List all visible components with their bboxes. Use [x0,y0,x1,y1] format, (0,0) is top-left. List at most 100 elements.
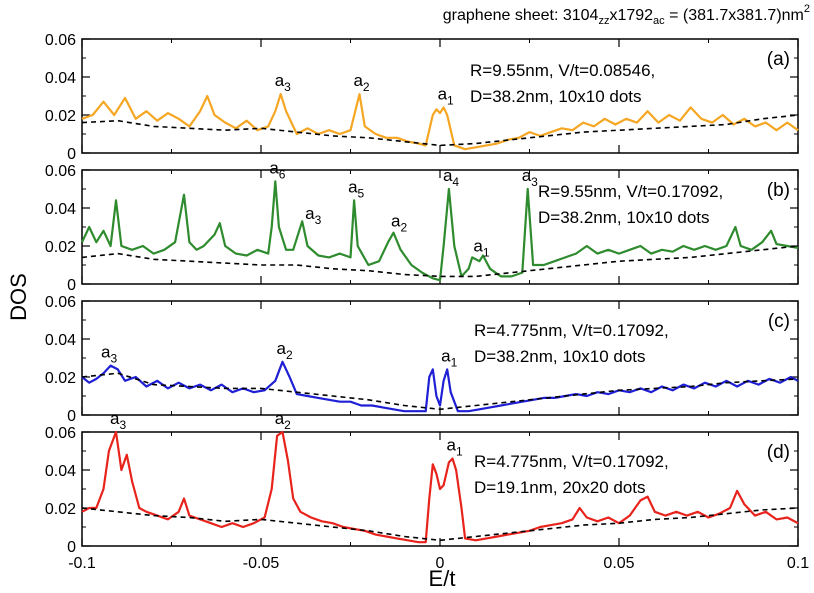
dos-line [81,180,799,282]
header-suffix: = (381.7x381.7)nm [665,7,804,24]
reference-dos-line [81,114,799,147]
y-tick-label: 0.04 [45,463,76,480]
dos-line [81,430,799,544]
params-line: R=4.775nm, V/t=0.17092, [474,321,669,340]
peak-label-base: a [473,236,483,255]
header-sup: 2 [804,3,810,15]
peak-label-base: a [275,409,285,428]
x-tick-label: -0.05 [243,555,280,572]
header-title: graphene sheet: 3104zzx1792ac = (381.7x3… [443,3,810,27]
peak-label-sub: 6 [279,167,286,181]
header-mid: x1792 [609,7,653,24]
y-tick-label: 0.02 [45,239,76,256]
peak-label-sub: 3 [315,213,322,227]
y-tick-label: 0 [67,277,76,294]
peak-label-base: a [443,166,453,185]
y-tick-label: 0.06 [45,32,76,49]
params-line: R=9.55nm, V/t=0.17092, [538,182,723,201]
y-axis-label: DOS [6,273,31,321]
peak-label: a2 [353,71,369,94]
peak-label-sub: 1 [456,445,463,459]
y-tick-label: 0.04 [45,201,76,218]
peak-label: a1 [441,346,457,369]
header-sub-ac: ac [653,15,665,27]
peak-label-base: a [101,343,111,362]
y-tick-label: 0.04 [45,70,76,87]
peak-label-sub: 2 [284,418,291,432]
peak-label-base: a [305,204,315,223]
peak-label-sub: 5 [358,186,365,200]
params-line: D=38.2nm, 10x10 dots [538,208,710,227]
peak-label-sub: 3 [111,352,118,366]
reference-dos-line [81,507,799,542]
x-tick-label: -0.1 [68,555,96,572]
params-line: R=9.55nm, V/t=0.08546, [470,61,655,80]
params-line: D=38.2nm, 10x10 dots [470,87,642,106]
y-tick-label: 0.02 [45,370,76,387]
x-tick-label: 0.1 [787,555,809,572]
reference-dos-line [81,372,799,411]
peak-label: a3 [522,166,538,189]
panel-label: (a) [767,49,790,70]
peak-label: a3 [101,343,117,366]
panel-label: (c) [768,311,790,332]
header-sub-zz: zz [598,15,609,27]
peak-label-base: a [276,339,286,358]
peak-label: a1 [473,236,489,259]
peak-label: a2 [276,339,292,362]
peak-label-sub: 2 [286,348,293,362]
peak-label-base: a [391,212,401,231]
y-tick-label: 0 [67,408,76,425]
y-tick-label: 0.02 [45,108,76,125]
peak-label: a3 [275,71,291,94]
peak-label-sub: 3 [284,80,291,94]
peak-label-base: a [441,346,451,365]
panel-label: (b) [767,180,790,201]
peak-label: a4 [443,166,459,189]
peak-label: a6 [269,158,285,181]
peak-label-sub: 1 [483,245,490,259]
y-tick-label: 0.02 [45,501,76,518]
peak-label-sub: 1 [451,355,458,369]
peak-label: a5 [348,177,364,200]
peak-label-base: a [353,71,363,90]
reference-dos-line [81,245,799,278]
peak-label: a2 [275,409,291,432]
peak-label-base: a [275,71,285,90]
peak-label-base: a [269,158,279,177]
peak-label: a2 [391,212,407,235]
panel-label: (d) [767,442,790,463]
peak-label-sub: 2 [401,221,408,235]
peak-label-base: a [447,436,457,455]
peak-label-sub: 2 [363,80,370,94]
y-tick-label: 0.06 [45,163,76,180]
y-tick-label: 0 [67,539,76,556]
y-tick-label: 0 [67,146,76,163]
y-tick-label: 0.06 [45,425,76,442]
peak-label: a1 [438,84,454,107]
peak-label: a3 [110,409,126,432]
params-line: R=4.775nm, V/t=0.17092, [474,452,669,471]
dos-line [81,92,799,151]
peak-label-base: a [522,166,532,185]
x-tick-label: 0.05 [603,555,634,572]
peak-label: a1 [447,436,463,459]
params-line: D=19.1nm, 20x20 dots [474,478,646,497]
peak-label-sub: 3 [531,175,538,189]
peak-label-base: a [110,409,120,428]
peak-label-base: a [348,177,358,196]
peak-label: a3 [305,204,321,227]
peak-label-base: a [438,84,448,103]
params-line: D=38.2nm, 10x10 dots [474,347,646,366]
x-axis-label: E/t [429,566,456,591]
peak-label-sub: 3 [119,418,126,432]
y-tick-label: 0.06 [45,294,76,311]
header-prefix: graphene sheet: 3104 [443,7,599,24]
x-tick-label: 0 [436,555,445,572]
